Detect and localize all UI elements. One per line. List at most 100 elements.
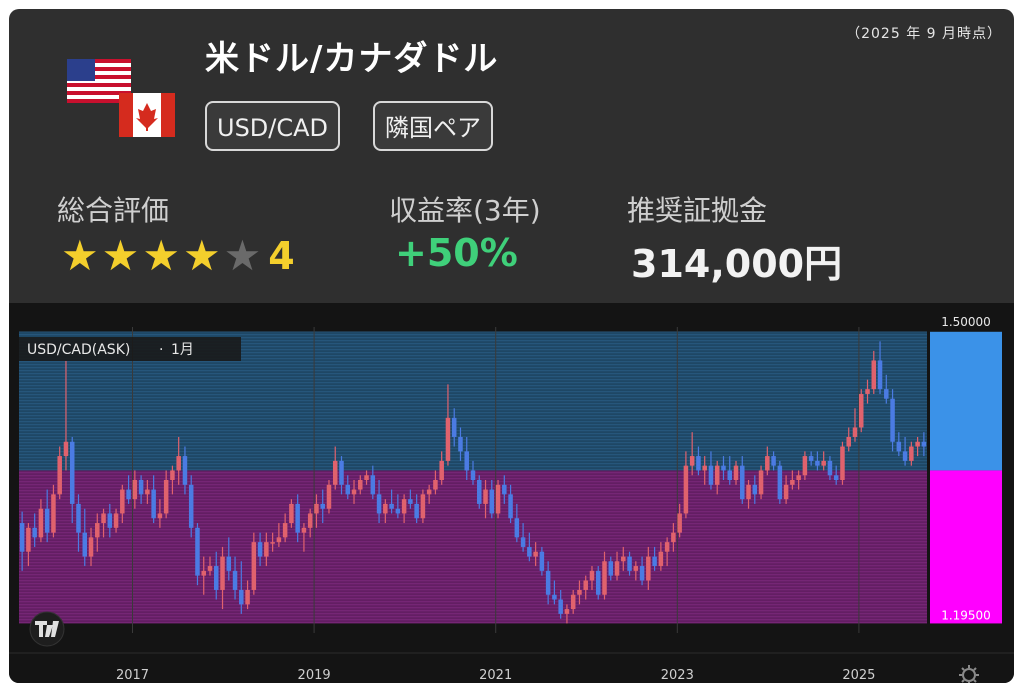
as-of-date: （2025 年 9 月時点） (846, 26, 1002, 42)
tag-symbol[interactable]: USD/CAD (205, 101, 341, 151)
candle-body (890, 398, 895, 442)
candle-body (232, 570, 238, 590)
candle-body (765, 456, 770, 471)
candle-body (671, 532, 676, 543)
candle-body (721, 465, 726, 471)
candle-body (69, 441, 75, 504)
candle-body (846, 436, 851, 447)
candle-body (326, 484, 332, 509)
candle-body (176, 456, 181, 471)
candle-body (495, 484, 501, 514)
return-label: 収益率(3年) (389, 194, 541, 227)
candle-body (383, 503, 388, 514)
candle-body (840, 446, 845, 480)
candle-body (683, 465, 689, 514)
candle-body (320, 503, 325, 509)
candle-body (865, 389, 870, 394)
candle-body (802, 456, 808, 476)
us-flag-icon (67, 59, 131, 103)
candle-body (714, 465, 720, 485)
candle-body (145, 489, 150, 495)
candle-body (182, 456, 188, 485)
candle-body (157, 513, 163, 519)
candle-body (677, 513, 682, 533)
tradingview-logo-icon[interactable] (29, 611, 65, 647)
candle-body (508, 494, 513, 519)
candle-body (902, 451, 908, 461)
candle-body (858, 393, 864, 428)
x-tick-label: 2019 (298, 668, 331, 683)
y-axis-label-upper: 1.50000 (941, 315, 991, 329)
candle-body (370, 475, 376, 495)
lower-range-band (19, 470, 927, 624)
candle-body (771, 456, 776, 466)
candle-body (746, 484, 751, 500)
candle-body (458, 436, 463, 452)
candle-body (489, 489, 495, 514)
candle-body (564, 609, 570, 614)
flag-pair-icon (67, 59, 175, 137)
candle-body (639, 566, 645, 581)
candle-body (351, 489, 357, 495)
candle-body (896, 441, 902, 452)
candle-body (276, 537, 282, 543)
rating-label: 総合評価 (57, 194, 170, 227)
candle-body (451, 417, 457, 437)
return-value: +50% (395, 231, 518, 275)
candle-body (539, 551, 545, 571)
candle-body (871, 360, 877, 390)
candle-body (727, 470, 732, 480)
candle-body (583, 580, 588, 590)
candle-body (314, 503, 319, 514)
candle-body (138, 480, 144, 495)
candle-body (207, 566, 213, 571)
candle-body (658, 551, 664, 567)
candle-body (796, 475, 801, 480)
candle-body (752, 484, 758, 495)
candle-body (608, 561, 614, 576)
candle-body (827, 460, 833, 476)
candlestick-chart: 1.50000 1.19500 2017 2019 2021 2023 2025 USD/C… (9, 315, 1014, 683)
candle-body (439, 460, 444, 480)
candle-body (151, 489, 156, 519)
candle-body (339, 460, 344, 485)
candle-body (76, 503, 81, 533)
chart-interval-label: 1月 (171, 342, 194, 358)
candle-body (245, 589, 250, 605)
candle-body (790, 480, 795, 485)
candle-body (239, 589, 244, 605)
candle-body (477, 480, 482, 504)
candle-body (251, 542, 257, 590)
settings-gear-icon[interactable] (959, 665, 979, 683)
margin-label: 推奨証拠金 (627, 194, 768, 227)
candle-body (921, 441, 927, 447)
price-chart[interactable]: 1.50000 1.19500 2017 2019 2021 2023 2025 USD/C… (9, 303, 1014, 683)
candle-body (113, 513, 119, 528)
candle-body (420, 494, 426, 519)
candle-body (533, 551, 538, 557)
candle-body (614, 561, 620, 576)
candle-body (783, 484, 789, 500)
candle-body (520, 537, 526, 547)
star-icon: ★ (101, 231, 140, 280)
candle-body (214, 566, 219, 590)
candle-body (289, 503, 294, 524)
star-icon: ★ (61, 231, 99, 280)
candle-body (815, 460, 820, 466)
tag-category[interactable]: 隣国ペア (373, 101, 493, 151)
candle-body (777, 465, 783, 500)
star-icon: ★ (142, 231, 180, 280)
candle-body (884, 389, 889, 399)
candle-body (220, 556, 225, 590)
svg-text:·: · (159, 342, 163, 358)
margin-value: 314,000円 (631, 242, 843, 286)
candle-body (358, 480, 363, 490)
candle-body (170, 470, 175, 480)
candle-body (408, 499, 413, 504)
candle-body (376, 494, 382, 514)
candle-body (201, 570, 206, 576)
chart-symbol-label: USD/CAD(ASK) (27, 342, 130, 358)
candle-body (270, 542, 275, 544)
candle-body (646, 556, 651, 581)
candle-body (527, 546, 532, 557)
